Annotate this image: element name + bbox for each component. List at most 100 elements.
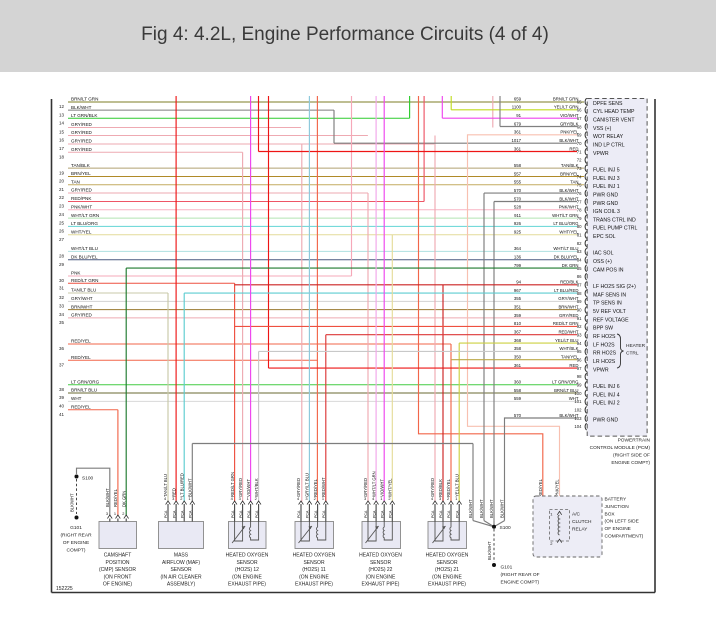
svg-text:87: 87 — [577, 283, 582, 288]
svg-text:570: 570 — [514, 196, 522, 201]
svg-text:3: 3 — [364, 496, 366, 501]
svg-text:PCA: PCA — [322, 510, 326, 518]
svg-text:PCA: PCA — [314, 510, 318, 518]
svg-text:GRY/RED: GRY/RED — [71, 122, 93, 127]
svg-text:LT BLU/ORG: LT BLU/ORG — [553, 221, 579, 226]
svg-text:MAF SENS IN: MAF SENS IN — [593, 292, 626, 298]
svg-text:4: 4 — [164, 496, 167, 501]
svg-text:23: 23 — [59, 204, 65, 209]
svg-text:359: 359 — [514, 313, 522, 318]
svg-text:HEATER: HEATER — [626, 343, 646, 349]
svg-text:(HO2S) 22: (HO2S) 22 — [369, 567, 393, 573]
svg-text:38: 38 — [59, 387, 65, 392]
svg-text:368: 368 — [514, 338, 522, 343]
svg-text:1: 1 — [455, 496, 457, 501]
svg-text:PNK/WHT: PNK/WHT — [71, 205, 92, 210]
svg-text:SENSOR: SENSOR — [303, 560, 325, 566]
svg-text:LT GRN/ORG: LT GRN/ORG — [552, 380, 579, 385]
svg-text:92: 92 — [577, 324, 582, 329]
svg-text:PCA: PCA — [455, 510, 459, 518]
svg-text:PCA: PCA — [231, 510, 235, 518]
svg-text:TAN/BLK: TAN/BLK — [561, 163, 579, 168]
svg-text:31: 31 — [59, 285, 65, 290]
svg-text:BLK/WHT: BLK/WHT — [559, 188, 578, 193]
svg-text:BRN/LT BLU: BRN/LT BLU — [71, 388, 97, 393]
svg-text:659: 659 — [514, 96, 522, 101]
svg-text:WOT RELAY: WOT RELAY — [593, 134, 624, 140]
svg-text:PCA: PCA — [447, 510, 451, 518]
svg-text:36: 36 — [59, 346, 65, 351]
svg-text:GRY/WHT: GRY/WHT — [558, 296, 579, 301]
svg-text:528: 528 — [514, 205, 522, 210]
svg-text:(CMP) SENSOR: (CMP) SENSOR — [99, 567, 136, 573]
svg-text:TAN: TAN — [71, 180, 80, 185]
svg-text:2: 2 — [180, 496, 182, 501]
svg-text:RED/YEL: RED/YEL — [538, 478, 543, 497]
svg-text:WHT/BLK: WHT/BLK — [559, 346, 578, 351]
svg-text:37: 37 — [59, 362, 65, 367]
svg-text:RED/YEL: RED/YEL — [446, 478, 451, 497]
svg-text:2: 2 — [255, 496, 257, 501]
svg-text:81: 81 — [577, 233, 582, 238]
svg-text:YEL/LT GRN: YEL/LT GRN — [554, 105, 579, 110]
svg-text:1: 1 — [322, 496, 324, 501]
svg-text:3: 3 — [239, 496, 241, 501]
svg-text:RED/WHT: RED/WHT — [558, 330, 578, 335]
svg-text:1: 1 — [188, 496, 190, 501]
svg-text:DPFE SENS: DPFE SENS — [593, 101, 623, 107]
svg-text:15: 15 — [59, 130, 65, 135]
svg-text:PCA: PCA — [239, 510, 243, 518]
svg-text:85: 85 — [577, 266, 582, 271]
svg-text:GRY/RED: GRY/RED — [71, 147, 93, 152]
svg-text:MASS: MASS — [174, 553, 189, 559]
svg-text:LF HO2S: LF HO2S — [593, 342, 615, 348]
svg-text:LT BLU/RED: LT BLU/RED — [179, 473, 184, 497]
svg-text:78: 78 — [577, 208, 582, 213]
svg-text:WHT/BLK: WHT/BLK — [254, 478, 259, 497]
svg-text:PCA: PCA — [297, 510, 301, 518]
svg-text:68: 68 — [577, 124, 582, 129]
svg-text:83: 83 — [577, 249, 582, 254]
svg-text:84: 84 — [577, 258, 582, 263]
svg-text:BRN/YEL: BRN/YEL — [560, 171, 579, 176]
svg-text:CLUTCH: CLUTCH — [572, 519, 592, 525]
svg-text:13: 13 — [59, 112, 65, 117]
svg-text:RED/BLK: RED/BLK — [560, 280, 579, 285]
svg-text:CYL HEAD TEMP: CYL HEAD TEMP — [593, 109, 635, 115]
svg-text:19: 19 — [59, 170, 65, 175]
svg-text:WHT/LT GRN: WHT/LT GRN — [71, 213, 99, 218]
svg-text:925: 925 — [514, 230, 522, 235]
svg-text:RF HO2S: RF HO2S — [593, 334, 616, 340]
svg-text:21: 21 — [59, 187, 65, 192]
svg-text:BLK/WHT: BLK/WHT — [487, 541, 492, 560]
svg-text:OSS (+): OSS (+) — [593, 259, 612, 265]
svg-text:367: 367 — [514, 330, 522, 335]
svg-text:SENSOR: SENSOR — [236, 560, 258, 566]
svg-text:74: 74 — [577, 174, 582, 179]
svg-text:89: 89 — [577, 299, 582, 304]
svg-text:20: 20 — [59, 179, 65, 184]
svg-text:2: 2 — [447, 496, 449, 501]
svg-text:557: 557 — [514, 171, 522, 176]
svg-text:GRY/WHT: GRY/WHT — [71, 296, 93, 301]
svg-text:12: 12 — [59, 104, 65, 109]
svg-text:WHT/YEL: WHT/YEL — [559, 230, 579, 235]
svg-text:BRN/WHT: BRN/WHT — [558, 305, 578, 310]
svg-text:30: 30 — [59, 278, 65, 283]
svg-text:WHT: WHT — [71, 396, 82, 401]
svg-text:BLK/WHT: BLK/WHT — [559, 413, 578, 418]
svg-text:PNK/YEL: PNK/YEL — [560, 130, 579, 135]
svg-text:COMPT): COMPT) — [67, 547, 86, 553]
svg-text:REF VOLTAGE: REF VOLTAGE — [593, 317, 629, 323]
svg-text:RED/LT GRN: RED/LT GRN — [553, 321, 579, 326]
svg-text:BRN/YEL: BRN/YEL — [71, 171, 91, 176]
svg-text:29: 29 — [59, 262, 65, 267]
svg-text:14: 14 — [59, 121, 65, 126]
svg-text:BLK/WHT: BLK/WHT — [479, 499, 484, 518]
svg-text:TAN/BLK: TAN/BLK — [71, 163, 91, 168]
svg-text:25: 25 — [59, 220, 65, 225]
svg-text:RED/YEL: RED/YEL — [313, 478, 318, 497]
svg-text:DK BLU/YEL: DK BLU/YEL — [554, 255, 579, 260]
svg-text:BOX: BOX — [605, 511, 616, 517]
svg-text:350: 350 — [514, 355, 522, 360]
